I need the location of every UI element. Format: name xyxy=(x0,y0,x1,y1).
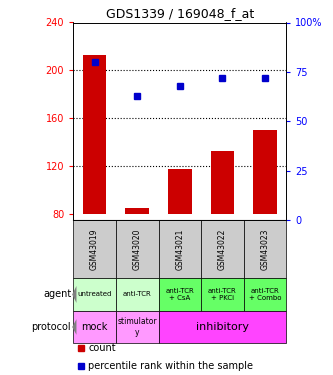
Bar xyxy=(244,278,286,311)
Bar xyxy=(201,278,244,311)
Text: GSM43022: GSM43022 xyxy=(218,228,227,270)
Bar xyxy=(159,278,201,311)
Text: protocol: protocol xyxy=(32,322,71,332)
Text: GSM43019: GSM43019 xyxy=(90,228,99,270)
Bar xyxy=(116,220,159,278)
Text: anti-TCR
+ Combo: anti-TCR + Combo xyxy=(249,288,281,301)
Text: GSM43023: GSM43023 xyxy=(260,228,270,270)
Text: untreated: untreated xyxy=(77,291,112,297)
Text: percentile rank within the sample: percentile rank within the sample xyxy=(88,360,253,370)
Bar xyxy=(116,311,159,343)
Polygon shape xyxy=(72,286,77,303)
Polygon shape xyxy=(72,319,77,335)
Bar xyxy=(211,151,234,214)
Text: GSM43021: GSM43021 xyxy=(175,228,184,270)
Text: mock: mock xyxy=(81,322,108,332)
Text: inhibitory: inhibitory xyxy=(196,322,249,332)
Text: anti-TCR
+ PKCi: anti-TCR + PKCi xyxy=(208,288,237,301)
Bar xyxy=(73,220,116,278)
Text: GSM43020: GSM43020 xyxy=(133,228,142,270)
Bar xyxy=(73,278,116,311)
Bar xyxy=(159,220,201,278)
Text: anti-TCR: anti-TCR xyxy=(123,291,152,297)
Title: GDS1339 / 169048_f_at: GDS1339 / 169048_f_at xyxy=(106,7,254,20)
Text: count: count xyxy=(88,344,116,353)
Bar xyxy=(168,169,191,214)
Bar xyxy=(126,208,149,214)
Bar xyxy=(159,311,286,343)
Bar xyxy=(116,278,159,311)
Text: anti-TCR
+ CsA: anti-TCR + CsA xyxy=(166,288,194,301)
Bar xyxy=(83,55,106,214)
Text: stimulator
y: stimulator y xyxy=(118,317,157,337)
Bar xyxy=(253,130,277,214)
Text: agent: agent xyxy=(43,290,71,300)
Bar xyxy=(244,220,286,278)
Bar xyxy=(201,220,244,278)
Bar xyxy=(73,311,116,343)
